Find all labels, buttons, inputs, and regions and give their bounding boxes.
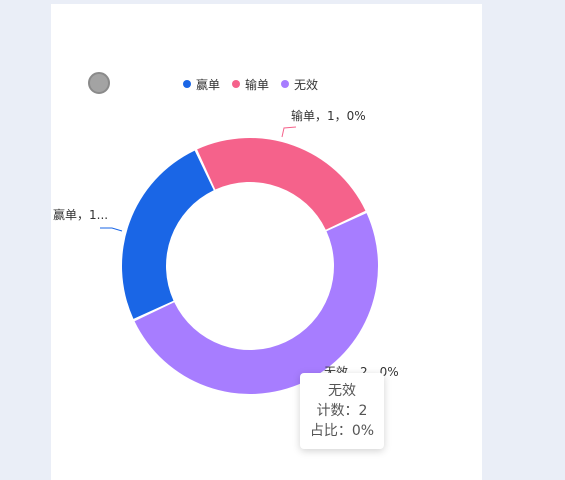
- label-lose-leader: [281, 126, 297, 138]
- label-lose: 输单，1，0%: [291, 108, 366, 123]
- toggle-dot-icon[interactable]: [88, 72, 110, 94]
- legend-swatch-win: [183, 80, 191, 88]
- slice-invalid[interactable]: [134, 213, 378, 394]
- legend-label-win: 赢单: [196, 77, 221, 92]
- label-win: 赢单，1...: [53, 207, 108, 222]
- slice-lose[interactable]: [197, 138, 366, 230]
- chart-tooltip: 无效 计数：2 占比：0%: [300, 373, 384, 449]
- chart-card: [51, 4, 482, 480]
- legend-swatch-lose: [232, 80, 241, 88]
- tooltip-count: 计数：2: [316, 403, 368, 419]
- legend-item-win[interactable]: 赢单: [183, 76, 220, 93]
- legend-item-invalid[interactable]: 无效: [281, 76, 318, 93]
- legend-label-invalid: 无效: [294, 77, 319, 92]
- legend-label-lose: 输单: [245, 77, 270, 92]
- chart-legend: 赢单 输单 无效: [183, 76, 318, 92]
- tooltip-ratio: 占比：0%: [309, 423, 375, 439]
- label-win-leader: [100, 227, 123, 232]
- legend-item-lose[interactable]: 输单: [232, 76, 269, 93]
- slice-win[interactable]: [121, 150, 214, 319]
- legend-swatch-invalid: [281, 80, 290, 88]
- tooltip-title: 无效: [328, 383, 356, 399]
